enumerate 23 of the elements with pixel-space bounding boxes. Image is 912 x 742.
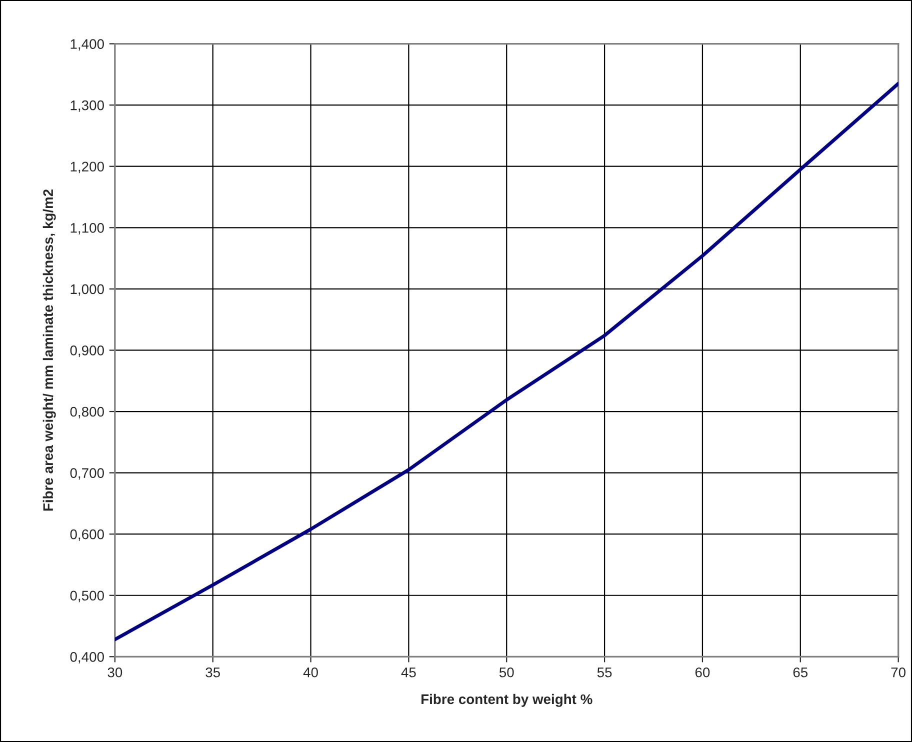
x-tick-label: 60 (695, 667, 710, 678)
y-tick-label: 1,100 (70, 222, 104, 234)
y-tick-label: 1,300 (70, 100, 104, 112)
x-tick-label: 30 (108, 667, 122, 678)
x-axis-title: Fibre content by weight % (422, 694, 592, 707)
y-tick-label: 0,800 (70, 406, 104, 418)
line-series (114, 82, 898, 642)
x-tick-label: 55 (597, 668, 612, 678)
x-tick-label: 50 (499, 667, 514, 678)
y-tick-label: 0,500 (70, 590, 104, 602)
x-tick-label: 70 (891, 667, 906, 678)
y-tick-label: 1,200 (70, 162, 104, 174)
y-tick-label: 0,400 (70, 652, 104, 664)
y-axis-title: Fibre area weight/ mm laminate thickness, kg/m2 (42, 189, 56, 511)
x-tick-label: 65 (793, 667, 808, 678)
y-tick-label: 0,700 (70, 468, 104, 480)
x-tick-label: 45 (401, 668, 416, 678)
x-tick-label: 35 (206, 667, 220, 678)
y-tick-label: 0,900 (70, 346, 104, 358)
x-tick-label: 40 (303, 667, 318, 678)
y-tick-label: 0,600 (70, 529, 104, 541)
y-tick-label: 1,400 (70, 39, 104, 51)
y-tick-label: 1,000 (70, 284, 104, 296)
